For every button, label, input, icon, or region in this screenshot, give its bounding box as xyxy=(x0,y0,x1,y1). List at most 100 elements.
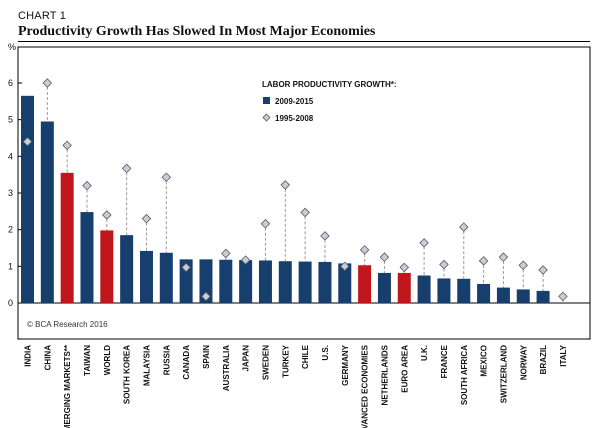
category-label: AUSTRALIA xyxy=(222,345,231,391)
bar xyxy=(40,121,54,304)
diamond-marker xyxy=(181,262,191,273)
bar xyxy=(100,230,114,303)
category-label: WORLD xyxy=(103,345,112,375)
category-label: ADVANCED ECONOMIES xyxy=(361,344,370,428)
category-label: JAPAN xyxy=(242,345,251,372)
bar xyxy=(536,290,550,303)
bar xyxy=(417,275,431,303)
category-label: SPAIN xyxy=(202,345,211,369)
diamond-marker xyxy=(82,180,92,191)
category-label: NORWAY xyxy=(519,344,528,380)
category-label: MALAYSIA xyxy=(142,345,151,386)
category-label: RUSSIA xyxy=(162,345,171,375)
bar xyxy=(120,235,134,303)
y-tick-label: 3 xyxy=(8,188,13,198)
bar xyxy=(60,172,74,303)
diamond-marker xyxy=(62,140,72,151)
category-label: GERMANY xyxy=(341,344,350,386)
category-label: EURO AREA xyxy=(400,345,409,393)
diamond-marker xyxy=(340,261,350,272)
category-label: BRAZIL xyxy=(539,345,548,374)
chart-label: CHART 1 xyxy=(18,10,67,22)
bar xyxy=(219,259,233,303)
category-label: SWEDEN xyxy=(261,345,270,380)
category-label: FRANCE xyxy=(440,344,449,378)
bars-2009-2015 xyxy=(21,95,550,304)
bar xyxy=(278,261,292,303)
diamond-marker xyxy=(558,291,568,302)
bar xyxy=(258,260,272,303)
bar xyxy=(377,272,391,303)
bar xyxy=(516,289,530,303)
category-label: CHINA xyxy=(43,345,52,371)
diamond-marker xyxy=(498,252,509,262)
diamond-marker xyxy=(141,213,152,224)
chart-title: Productivity Growth Has Slowed In Most M… xyxy=(18,24,376,39)
diamond-marker xyxy=(379,252,390,262)
diamond-marker xyxy=(300,207,310,218)
category-label: SOUTH KOREA xyxy=(123,345,132,404)
category-label: CHILE xyxy=(301,344,310,369)
source-note: © BCA Research 2016 xyxy=(27,320,108,329)
bar xyxy=(159,252,173,303)
diamond-marker xyxy=(538,265,548,275)
bar xyxy=(358,265,372,303)
bar xyxy=(199,259,213,303)
diamond-marker xyxy=(419,238,429,248)
diamond-marker xyxy=(221,248,231,259)
diamond-marker xyxy=(478,256,489,266)
bar xyxy=(338,263,352,303)
category-label: NETHERLANDS xyxy=(380,344,389,405)
category-label: U.K. xyxy=(420,345,429,361)
diamond-marker xyxy=(121,163,132,174)
category-label: INDIA xyxy=(24,345,33,367)
category-label: CANADA xyxy=(182,345,191,380)
y-tick-label: 5 xyxy=(8,115,13,125)
y-tick-label: 1 xyxy=(8,261,13,271)
diamond-marker xyxy=(280,180,291,190)
bar xyxy=(21,95,34,303)
y-tick-label: 6 xyxy=(8,78,13,88)
bar xyxy=(239,260,253,303)
legend-swatch-bar xyxy=(263,97,270,104)
category-label: TURKEY xyxy=(281,344,290,378)
y-tick-label: 0 xyxy=(8,298,13,308)
y-tick-label: 4 xyxy=(8,151,13,161)
diamond-marker xyxy=(359,245,370,255)
category-label: TAIWAN xyxy=(83,345,92,376)
bar xyxy=(477,283,491,303)
diamond-marker xyxy=(42,78,53,88)
y-tick-label: 2 xyxy=(8,225,13,235)
category-label: EMERGING MARKETS** xyxy=(63,344,72,428)
category-label: MEXICO xyxy=(480,345,489,377)
legend-label-2009-2015: 2009-2015 xyxy=(275,97,314,106)
diamond-marker xyxy=(518,260,529,270)
category-label: U.S. xyxy=(321,345,330,361)
diamond-marker xyxy=(320,231,330,241)
bar xyxy=(139,250,153,303)
bar xyxy=(179,259,193,303)
title-rule xyxy=(18,41,590,42)
diamond-marker xyxy=(458,222,469,232)
category-label: ITALY xyxy=(559,344,568,366)
legend-title: LABOR PRODUCTIVITY GROWTH*: xyxy=(262,80,397,89)
bar xyxy=(496,287,510,303)
diamond-marker xyxy=(240,255,251,265)
diamond-marker xyxy=(161,172,172,182)
bar xyxy=(80,212,94,303)
category-label: SWITZERLAND xyxy=(499,345,508,403)
bar xyxy=(397,272,411,303)
legend-swatch-diamond xyxy=(262,113,271,122)
category-labels: INDIA CHINA EMERGING MARKETS** TAIWAN WORLD S… xyxy=(24,344,568,428)
diamond-marker xyxy=(201,291,211,302)
bar xyxy=(457,278,471,303)
y-unit-label: % xyxy=(8,42,16,52)
legend: LABOR PRODUCTIVITY GROWTH*: 2009-2015 19… xyxy=(262,80,397,123)
legend-label-1995-2008: 1995-2008 xyxy=(275,114,314,123)
bar xyxy=(298,261,312,303)
category-label: SOUTH AFRICA xyxy=(460,345,469,405)
diamond-marker xyxy=(399,262,410,273)
markers-1995-2008 xyxy=(22,78,568,302)
bar xyxy=(318,261,332,303)
